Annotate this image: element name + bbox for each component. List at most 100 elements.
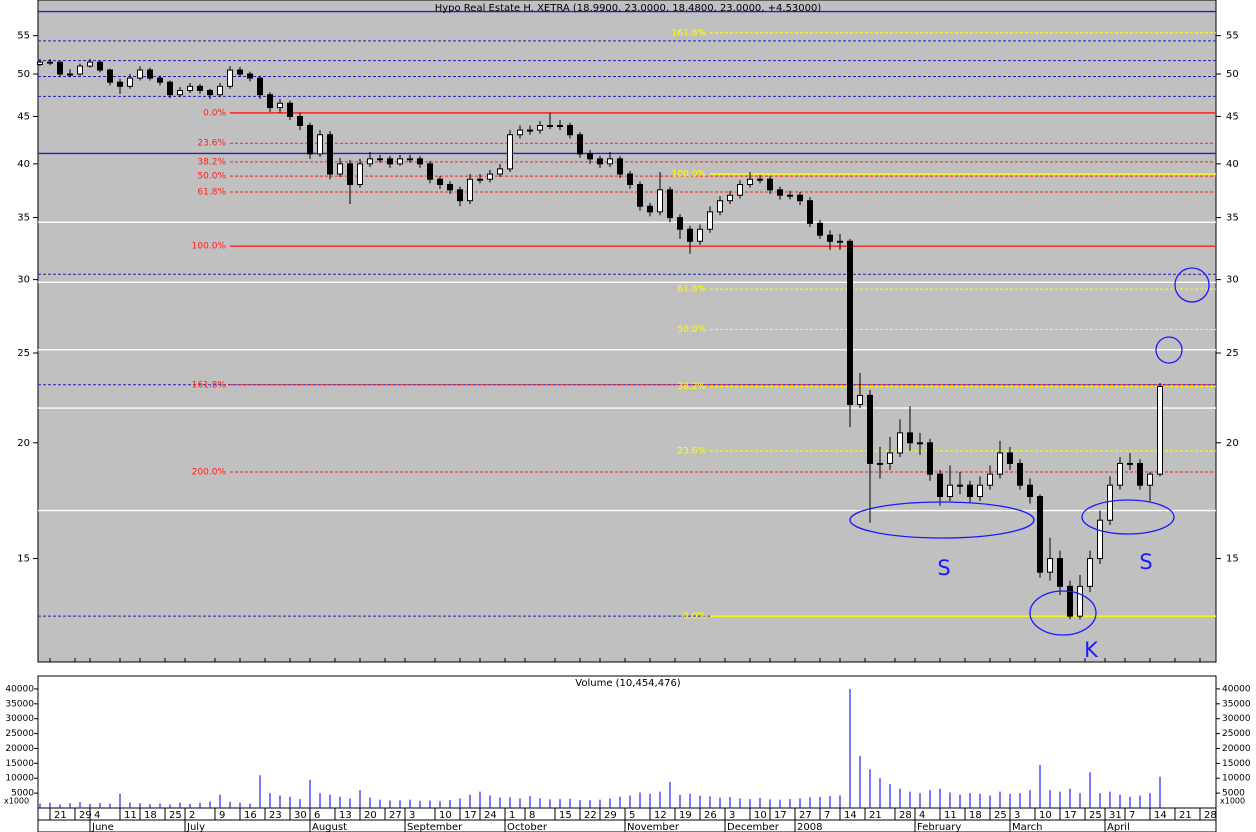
fib-label: 161.8%: [672, 28, 707, 38]
y-tick-label: 40: [17, 159, 30, 170]
candle-body: [237, 69, 243, 75]
candle-body: [1117, 462, 1123, 486]
candle-body: [127, 77, 133, 87]
x-tick-label: 11: [124, 810, 137, 821]
candle-body: [367, 158, 373, 165]
candle-body: [867, 394, 873, 464]
x-tick-label: 23: [269, 810, 282, 821]
x-tick-label: 1: [509, 810, 515, 821]
y-tick-label: 20: [17, 438, 30, 449]
fib-label: 23.6%: [677, 446, 706, 456]
candle-body: [227, 69, 233, 87]
x-tick-label: 7: [824, 810, 830, 821]
candle-body: [847, 240, 853, 405]
candle-body: [417, 158, 423, 165]
candle-body: [467, 178, 473, 202]
x-tick-label: 18: [144, 810, 157, 821]
candle-body: [1037, 496, 1043, 573]
y-tick-label: 45: [17, 111, 30, 122]
y-tick-label: 20: [1226, 438, 1239, 449]
candle-body: [607, 158, 613, 165]
x-tick-label: 9: [219, 810, 225, 821]
candle-body: [577, 134, 583, 155]
candle-body: [437, 178, 443, 185]
candle-body: [767, 178, 773, 191]
x-tick-label: 10: [1039, 810, 1052, 821]
candle-body: [117, 81, 123, 87]
volume-tick-label: 20000: [5, 744, 34, 754]
candle-body: [797, 194, 803, 202]
x-tick-label: 17: [464, 810, 477, 821]
candle-body: [1137, 462, 1143, 486]
x-tick-label: 7: [1129, 810, 1135, 821]
candle-body: [627, 173, 633, 185]
candle-body: [547, 124, 553, 127]
candle-body: [557, 124, 563, 127]
candle-body: [717, 200, 723, 213]
candle-body: [707, 211, 713, 230]
x-tick-label: 26: [704, 810, 717, 821]
y-tick-label: 25: [17, 348, 30, 359]
ellipse: [849, 501, 1035, 539]
x-tick-label: 10: [754, 810, 767, 821]
x-tick-label: 27: [799, 810, 812, 821]
candle-body: [1097, 519, 1103, 560]
candle-body: [397, 158, 403, 165]
candle-body: [597, 158, 603, 165]
volume-unit: x1000: [4, 797, 29, 806]
x-tick-label: 28: [1204, 810, 1217, 821]
candle-body: [267, 94, 273, 109]
y-tick-label: 25: [1226, 348, 1239, 359]
fib-label: 50.0%: [677, 325, 706, 335]
candle-body: [947, 484, 953, 498]
y-tick-label: 50: [17, 69, 30, 80]
x-tick-label: 22: [584, 810, 597, 821]
candle-body: [137, 69, 143, 79]
x-tick-label: 3: [1014, 810, 1020, 821]
candle-body: [1027, 484, 1033, 498]
x-tick-label: 30: [294, 810, 307, 821]
candle-body: [477, 178, 483, 181]
volume-tick-label: 35000: [5, 699, 34, 709]
drawn-ellipses: [849, 267, 1210, 636]
candle-body: [587, 153, 593, 160]
volume-tick-label: 25000: [1222, 729, 1251, 739]
volume-tick-label: 10000: [1222, 774, 1251, 784]
x-tick-label: 3: [409, 810, 415, 821]
fib-label: 100.0%: [672, 170, 707, 180]
candle-body: [357, 163, 363, 185]
x-tick-label: 12: [654, 810, 667, 821]
fib-label: 100.0%: [192, 242, 227, 252]
y-tick-label: 45: [1226, 111, 1239, 122]
candle-body: [327, 134, 333, 175]
candle-body: [957, 484, 963, 487]
candle-body: [777, 189, 783, 196]
month-label: 2008: [797, 822, 822, 832]
x-tick-label: 15: [559, 810, 572, 821]
month-label: October: [507, 822, 548, 832]
candle-body: [787, 194, 793, 197]
candle-body: [857, 394, 863, 405]
candle-body: [157, 77, 163, 83]
month-label: February: [917, 822, 961, 832]
volume-tick-label: 40000: [1222, 684, 1251, 694]
x-tick-label: 8: [529, 810, 535, 821]
candle-body: [167, 81, 173, 96]
candle-body: [837, 240, 843, 243]
x-tick-label: 5: [629, 810, 635, 821]
y-tick-label: 50: [1226, 69, 1239, 80]
candle-body: [37, 61, 43, 65]
candle-body: [967, 484, 973, 498]
candle-body: [657, 189, 663, 213]
candle-body: [827, 234, 833, 242]
annotation: S: [937, 556, 950, 580]
candle-body: [257, 77, 263, 96]
x-tick-label: 21: [869, 810, 882, 821]
candle-body: [567, 124, 573, 136]
candle-body: [247, 73, 253, 79]
candle-body: [57, 61, 63, 75]
candle-body: [637, 183, 643, 207]
candle-body: [507, 134, 513, 170]
candle-body: [337, 163, 343, 175]
